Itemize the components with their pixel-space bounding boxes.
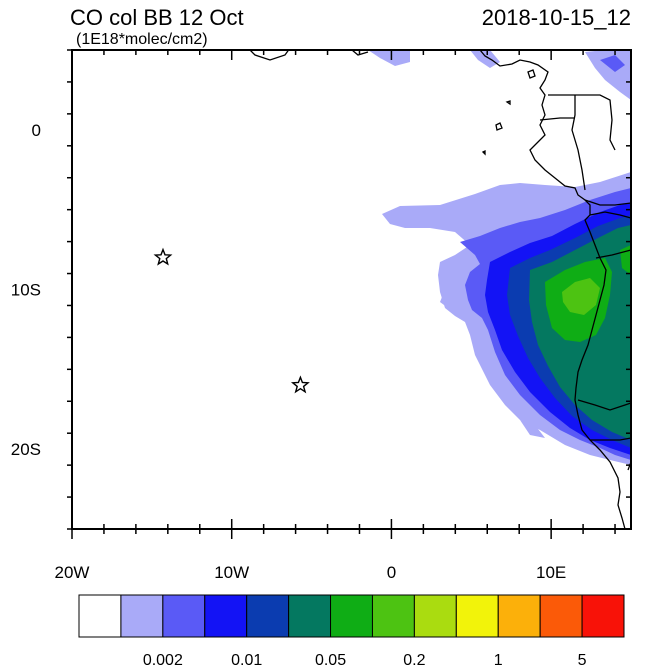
legend-swatch: [246, 594, 290, 638]
axis-labels: 20W 10W 0 10E 0 10S 20S: [11, 121, 567, 582]
axis-ticks: [67, 49, 631, 539]
legend-swatch: [497, 594, 541, 638]
legend-label: 0.01: [231, 652, 262, 667]
legend-swatch: [330, 594, 373, 638]
plot-border: [71, 49, 632, 530]
star-marker-2: [290, 375, 310, 394]
legend-swatch: [539, 594, 583, 638]
x-tick-label: 0: [387, 563, 396, 582]
color-legend: 0.002 0.01 0.05 0.2 1 5: [78, 594, 625, 667]
legend-swatch: [288, 594, 332, 638]
coastlines: [249, 50, 631, 529]
x-tick-label: 10W: [214, 563, 249, 582]
map-subtitle: (1E18*molec/cm2): [76, 31, 208, 48]
legend-swatch: [371, 594, 415, 638]
legend-swatch: [413, 594, 457, 638]
legend-swatch: [455, 594, 499, 638]
y-tick-label: 10S: [11, 281, 41, 300]
legend-label: 1: [494, 652, 503, 667]
legend-swatch: [204, 594, 248, 638]
legend-label: 0.002: [143, 652, 183, 667]
timestamp: 2018-10-15_12: [482, 5, 631, 30]
x-tick-label: 20W: [55, 563, 90, 582]
plot-area: [72, 50, 631, 529]
map-title: CO col BB 12 Oct: [70, 5, 244, 30]
y-tick-label: 0: [32, 121, 41, 140]
markers: [153, 247, 310, 394]
legend-swatch: [581, 594, 625, 638]
co-column-field: [368, 50, 631, 465]
x-tick-label: 10E: [536, 563, 566, 582]
legend-swatch: [162, 594, 206, 638]
legend-swatch: [78, 594, 122, 638]
legend-label: 5: [578, 652, 587, 667]
legend-swatch: [120, 594, 164, 638]
y-tick-label: 20S: [11, 440, 41, 459]
legend-label: 0.2: [403, 652, 425, 667]
star-marker-1: [153, 247, 173, 266]
legend-label: 0.05: [315, 652, 346, 667]
